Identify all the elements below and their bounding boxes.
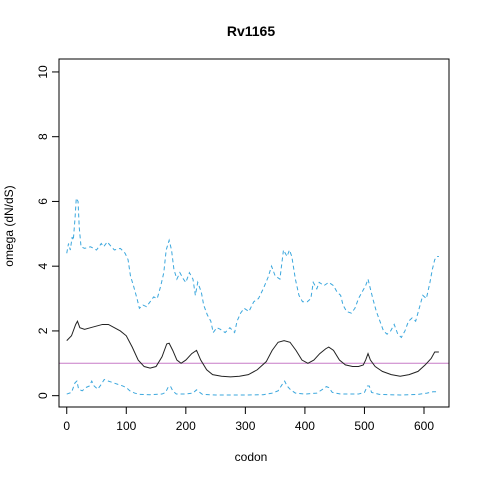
y-axis: 0 2 4 6 8 10	[36, 65, 59, 399]
x-tick-label: 300	[235, 419, 255, 433]
series-line-lower	[66, 378, 439, 396]
y-tick-label: 2	[36, 327, 50, 334]
series-line-mean	[66, 320, 439, 378]
x-axis-label: codon	[235, 450, 268, 464]
x-tick-label: 200	[176, 419, 196, 433]
y-tick-label: 6	[36, 198, 50, 205]
y-axis-label: omega (dN/dS)	[2, 185, 16, 266]
plot-area	[59, 196, 449, 396]
x-tick-label: 500	[354, 419, 374, 433]
y-tick-label: 4	[36, 263, 50, 270]
y-tick-label: 10	[36, 65, 50, 79]
x-axis: 0 100 200 300 400 500 600	[63, 407, 434, 433]
y-tick-label: 8	[36, 133, 50, 140]
x-tick-label: 0	[63, 419, 70, 433]
y-tick-label: 0	[36, 392, 50, 399]
x-tick-label: 600	[414, 419, 434, 433]
series-line-upper	[66, 196, 439, 339]
x-tick-label: 400	[295, 419, 315, 433]
x-tick-label: 100	[116, 419, 136, 433]
chart-title: Rv1165	[227, 23, 275, 39]
plot-frame	[58, 58, 450, 408]
